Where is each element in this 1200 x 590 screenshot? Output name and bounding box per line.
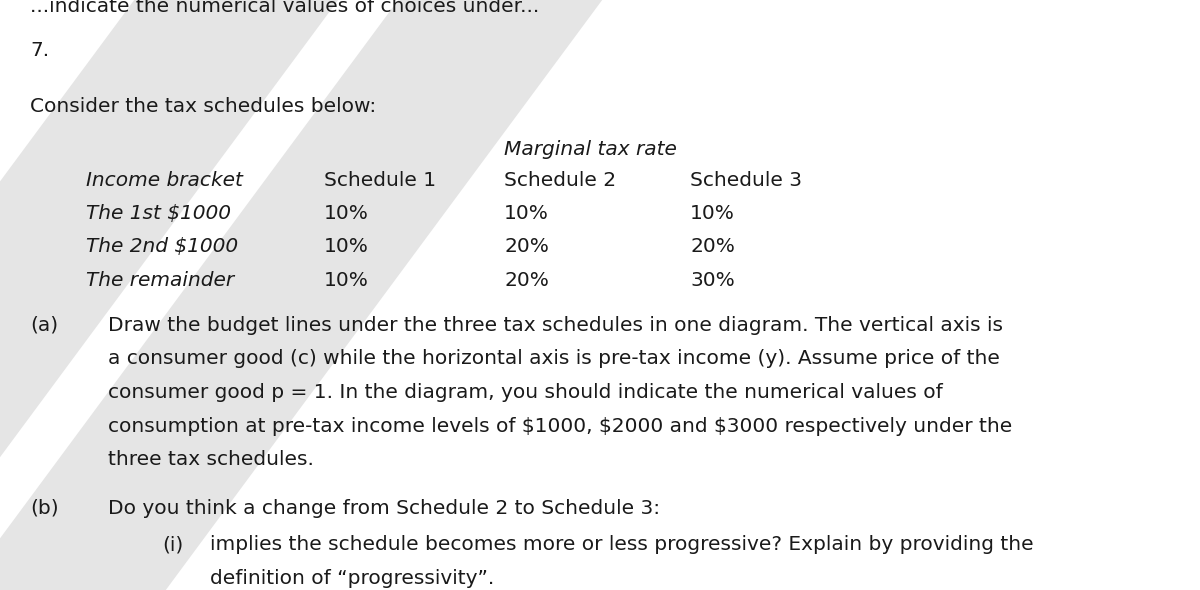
Text: 30%: 30% xyxy=(690,271,734,290)
Text: The 1st $1000: The 1st $1000 xyxy=(86,204,232,222)
Text: consumer good p = 1. In the diagram, you should indicate the numerical values of: consumer good p = 1. In the diagram, you… xyxy=(108,383,943,402)
Text: (i): (i) xyxy=(162,535,184,554)
Text: consumption at pre-tax income levels of $1000, $2000 and $3000 respectively unde: consumption at pre-tax income levels of … xyxy=(108,417,1013,435)
Text: Income bracket: Income bracket xyxy=(86,171,244,190)
Text: Schedule 3: Schedule 3 xyxy=(690,171,802,190)
Text: Consider the tax schedules below:: Consider the tax schedules below: xyxy=(30,97,377,116)
Text: three tax schedules.: three tax schedules. xyxy=(108,450,314,469)
Text: 10%: 10% xyxy=(324,204,368,222)
Text: Marginal tax rate: Marginal tax rate xyxy=(504,140,677,159)
Polygon shape xyxy=(0,0,360,590)
Text: implies the schedule becomes more or less progressive? Explain by providing the: implies the schedule becomes more or les… xyxy=(210,535,1033,554)
Text: 10%: 10% xyxy=(324,237,368,256)
Text: (a): (a) xyxy=(30,316,58,335)
Text: The 2nd $1000: The 2nd $1000 xyxy=(86,237,239,256)
Text: 7.: 7. xyxy=(30,41,49,60)
Text: Schedule 2: Schedule 2 xyxy=(504,171,616,190)
Text: ...indicate the numerical values of choices under...: ...indicate the numerical values of choi… xyxy=(30,0,539,16)
Text: (b): (b) xyxy=(30,499,59,517)
Polygon shape xyxy=(0,0,624,590)
Text: Schedule 1: Schedule 1 xyxy=(324,171,436,190)
Text: 10%: 10% xyxy=(324,271,368,290)
Text: 20%: 20% xyxy=(504,271,548,290)
Text: 20%: 20% xyxy=(504,237,548,256)
Text: The remainder: The remainder xyxy=(86,271,234,290)
Text: Do you think a change from Schedule 2 to Schedule 3:: Do you think a change from Schedule 2 to… xyxy=(108,499,660,517)
Text: definition of “progressivity”.: definition of “progressivity”. xyxy=(210,569,494,588)
Text: 10%: 10% xyxy=(690,204,734,222)
Text: 10%: 10% xyxy=(504,204,548,222)
Text: 20%: 20% xyxy=(690,237,734,256)
Text: Draw the budget lines under the three tax schedules in one diagram. The vertical: Draw the budget lines under the three ta… xyxy=(108,316,1003,335)
Text: a consumer good (c) while the horizontal axis is pre-tax income (y). Assume pric: a consumer good (c) while the horizontal… xyxy=(108,349,1000,368)
